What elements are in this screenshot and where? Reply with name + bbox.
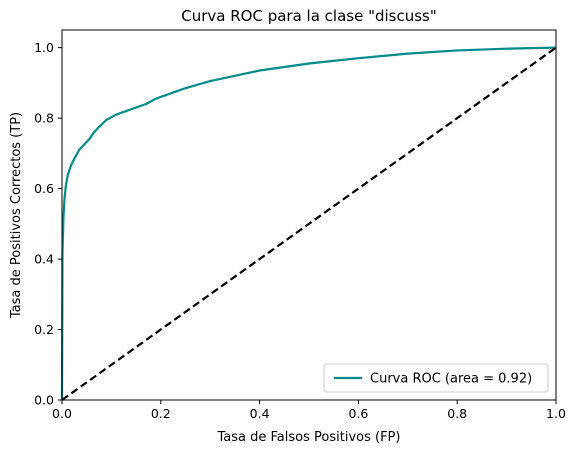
x-tick-label: 0.2: [151, 406, 171, 421]
x-tick-label: 0.8: [447, 406, 467, 421]
x-tick-label: 0.4: [250, 406, 270, 421]
chance-diagonal-line: [61, 46, 557, 401]
x-tick-label: 1.0: [546, 406, 566, 421]
legend: Curva ROC (area = 0.92): [323, 363, 549, 393]
x-axis-label: Tasa de Falsos Positivos (FP): [217, 430, 401, 445]
y-axis-label: Tasa de Positivos Correctos (TP): [9, 112, 24, 319]
y-tick-label: 0.0: [34, 393, 54, 408]
x-tick-label: 0.0: [52, 406, 72, 421]
y-tick-label: 0.2: [34, 322, 54, 337]
roc-curve-line: [60, 46, 557, 401]
legend-box: [323, 363, 549, 393]
y-tick-label: 0.8: [34, 111, 54, 126]
y-tick-label: 1.0: [34, 40, 54, 55]
chart-title: Curva ROC para la clase "discuss": [181, 7, 437, 25]
axes-ticks: 0.0 0.2 0.4 0.6 0.8 1.0 0.0 0.2 0.4 0.6 0.8 1.0: [34, 40, 566, 421]
plot-frame: [61, 29, 557, 401]
y-tick-label: 0.4: [34, 252, 54, 267]
plot-area: [60, 29, 557, 401]
legend-label: Curva ROC (area = 0.92): [370, 372, 532, 387]
x-tick-label: 0.6: [348, 406, 368, 421]
y-tick-label: 0.6: [34, 181, 54, 196]
